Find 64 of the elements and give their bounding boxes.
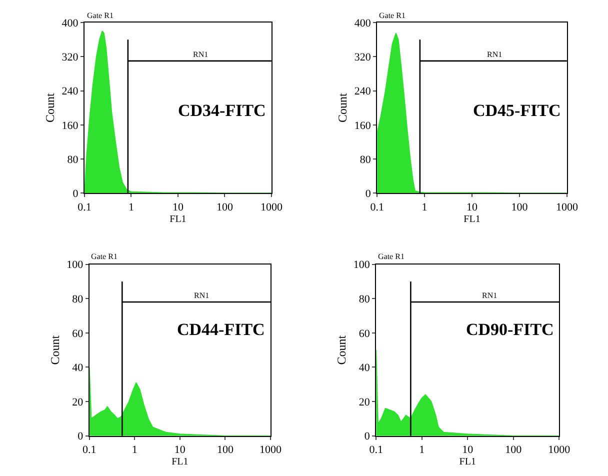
y-tick-label: 40 [358,362,370,374]
x-tick-label: 100 [511,201,528,214]
y-tick-label: 80 [72,293,84,306]
x-tick-label: 10 [174,444,186,456]
y-tick-label: 20 [358,396,370,408]
x-axis-title: FL1 [459,456,476,468]
x-tick-label: 1000 [548,444,571,456]
y-tick-label: 160 [62,120,79,132]
y-tick-label: 80 [360,154,372,166]
y-tick-label: 80 [67,154,79,166]
x-tick-label: 1 [422,201,428,214]
annotation: RN1 [482,291,498,300]
y-tick-label: 20 [72,396,84,408]
x-tick-label: 1 [128,201,134,214]
text: Gate R1 [91,252,118,261]
x-tick-label: 1000 [260,201,283,214]
x-axis-title: FL1 [170,214,186,225]
x-tick-label: 0.1 [82,444,96,456]
y-tick-label: 0 [364,430,370,443]
x-tick-label: 0.1 [78,201,92,214]
y-tick-label: 60 [358,328,370,340]
x-tick-label: 0.1 [369,444,383,456]
text: Gate R1 [87,11,114,20]
y-tick-label: 0 [365,188,372,200]
x-axis-title: FL1 [464,214,480,225]
y-tick-label: 0 [78,430,84,443]
y-tick-label: 400 [354,17,372,30]
annotation: RN1 [487,50,502,59]
annotation: CD45-FITC [473,101,561,120]
y-tick-label: 240 [62,86,79,98]
x-tick-label: 1 [132,444,138,456]
x-tick-label: 100 [505,444,522,456]
y-axis-title: Count [43,92,58,123]
text: Gate R1 [378,252,404,261]
x-tick-label: 1 [419,444,425,456]
y-tick-label: 0 [72,188,79,200]
x-tick-label: 100 [216,201,234,214]
y-tick-label: 100 [66,259,84,272]
y-tick-label: 320 [354,52,372,64]
x-tick-label: 1000 [260,444,282,456]
x-tick-label: 0.1 [370,201,384,214]
annotation: RN1 [193,50,208,59]
y-axis-title: Count [334,334,349,365]
y-tick-label: 40 [72,362,84,374]
y-tick-label: 60 [72,328,84,340]
x-tick-label: 1000 [556,201,578,214]
y-tick-label: 80 [358,293,370,306]
x-tick-label: 10 [462,444,474,456]
annotation: CD34-FITC [178,101,266,120]
x-tick-label: 100 [216,444,234,456]
y-tick-label: 160 [354,120,372,132]
y-tick-label: 400 [62,17,79,30]
annotation: CD44-FITC [177,320,265,339]
x-axis-title: FL1 [172,456,188,468]
y-axis-title: Count [336,92,350,123]
y-tick-label: 320 [62,52,79,64]
x-tick-label: 10 [466,201,478,214]
x-tick-label: 10 [172,201,184,214]
y-axis-title: Count [48,334,62,365]
y-tick-label: 100 [353,259,370,272]
text: Gate R1 [379,11,406,20]
y-tick-label: 240 [354,86,372,98]
annotation: RN1 [194,291,210,300]
annotation: CD90-FITC [466,320,554,339]
